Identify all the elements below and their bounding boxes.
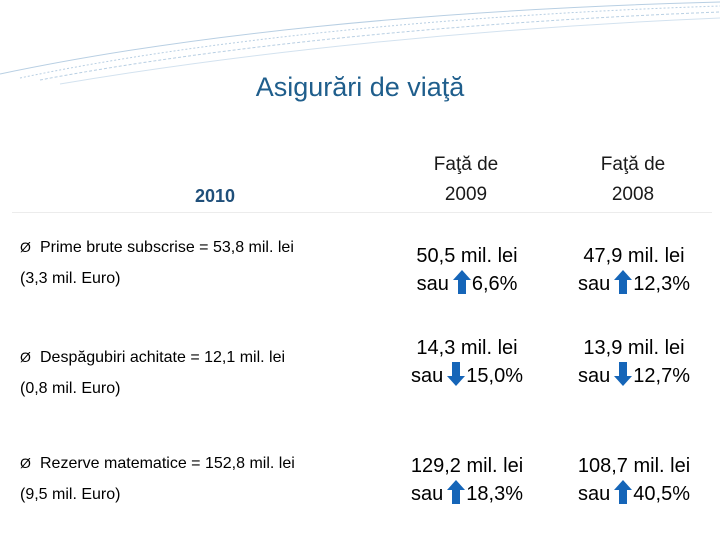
cell-value: 129,2 mil. lei bbox=[410, 455, 524, 477]
column-header-2008: Faţă de 2008 bbox=[563, 150, 703, 210]
sau-label: sau bbox=[411, 483, 444, 505]
column-header-2009: Faţă de 2009 bbox=[396, 150, 536, 210]
column-header-line1: Faţă de bbox=[433, 154, 499, 175]
sau-label: sau bbox=[411, 365, 444, 387]
cell-row1-vs2008: 47,9 mil. lei sau 12,3% bbox=[549, 242, 719, 302]
row-prime-brute: Ø Prime brute subscrise = 53,8 mil. lei (… bbox=[20, 232, 375, 294]
row-label: Prime brute subscrise = 53,8 mil. lei bbox=[40, 239, 294, 256]
arrow-down-icon bbox=[614, 362, 633, 394]
arrow-up-icon bbox=[614, 270, 633, 302]
slide-title: Asigurări de viaţă bbox=[255, 72, 465, 102]
row-rezerve: Ø Rezerve matematice = 152,8 mil. lei (9,… bbox=[20, 448, 375, 510]
row-label: Despăgubiri achitate = 12,1 mil. lei bbox=[40, 349, 286, 366]
cell-percent: 40,5% bbox=[633, 483, 690, 505]
cell-value: 50,5 mil. lei bbox=[416, 245, 518, 267]
row-label: Rezerve matematice = 152,8 mil. lei bbox=[40, 455, 295, 472]
cell-value: 108,7 mil. lei bbox=[577, 455, 691, 477]
cell-row3-vs2009: 129,2 mil. lei sau 18,3% bbox=[382, 452, 552, 512]
cell-value: 13,9 mil. lei bbox=[583, 337, 685, 359]
cell-percent: 12,7% bbox=[633, 365, 690, 387]
cell-row1-vs2009: 50,5 mil. lei sau 6,6% bbox=[382, 242, 552, 302]
cell-row2-vs2009: 14,3 mil. lei sau 15,0% bbox=[382, 334, 552, 394]
cell-percent: 15,0% bbox=[466, 365, 523, 387]
cell-percent: 18,3% bbox=[466, 483, 523, 505]
arrow-up-icon bbox=[447, 480, 466, 512]
arrow-down-icon bbox=[447, 362, 466, 394]
year-label: 2010 bbox=[194, 186, 236, 206]
column-header-line2: 2008 bbox=[611, 184, 655, 205]
cell-percent: 6,6% bbox=[471, 273, 518, 295]
row-despagubiri: Ø Despăgubiri achitate = 12,1 mil. lei (0… bbox=[20, 342, 375, 404]
arrow-up-icon bbox=[614, 480, 633, 512]
cell-value: 14,3 mil. lei bbox=[416, 337, 518, 359]
cell-value: 47,9 mil. lei bbox=[583, 245, 685, 267]
sau-label: sau bbox=[578, 483, 611, 505]
column-header-line2: 2009 bbox=[444, 184, 488, 205]
bullet-arrow-icon: Ø bbox=[20, 349, 31, 365]
sau-label: sau bbox=[416, 273, 449, 295]
row-sub: (0,8 mil. Euro) bbox=[20, 380, 121, 397]
row-sub: (3,3 mil. Euro) bbox=[20, 270, 121, 287]
cell-row3-vs2008: 108,7 mil. lei sau 40,5% bbox=[549, 452, 719, 512]
sau-label: sau bbox=[578, 365, 611, 387]
sau-label: sau bbox=[578, 273, 611, 295]
bullet-arrow-icon: Ø bbox=[20, 455, 31, 471]
cell-percent: 12,3% bbox=[633, 273, 690, 295]
arrow-up-icon bbox=[452, 270, 471, 302]
divider bbox=[12, 212, 712, 213]
row-sub: (9,5 mil. Euro) bbox=[20, 486, 121, 503]
bullet-arrow-icon: Ø bbox=[20, 239, 31, 255]
column-header-line1: Faţă de bbox=[600, 154, 666, 175]
cell-row2-vs2008: 13,9 mil. lei sau 12,7% bbox=[549, 334, 719, 394]
decorative-swoosh bbox=[0, 1, 720, 85]
